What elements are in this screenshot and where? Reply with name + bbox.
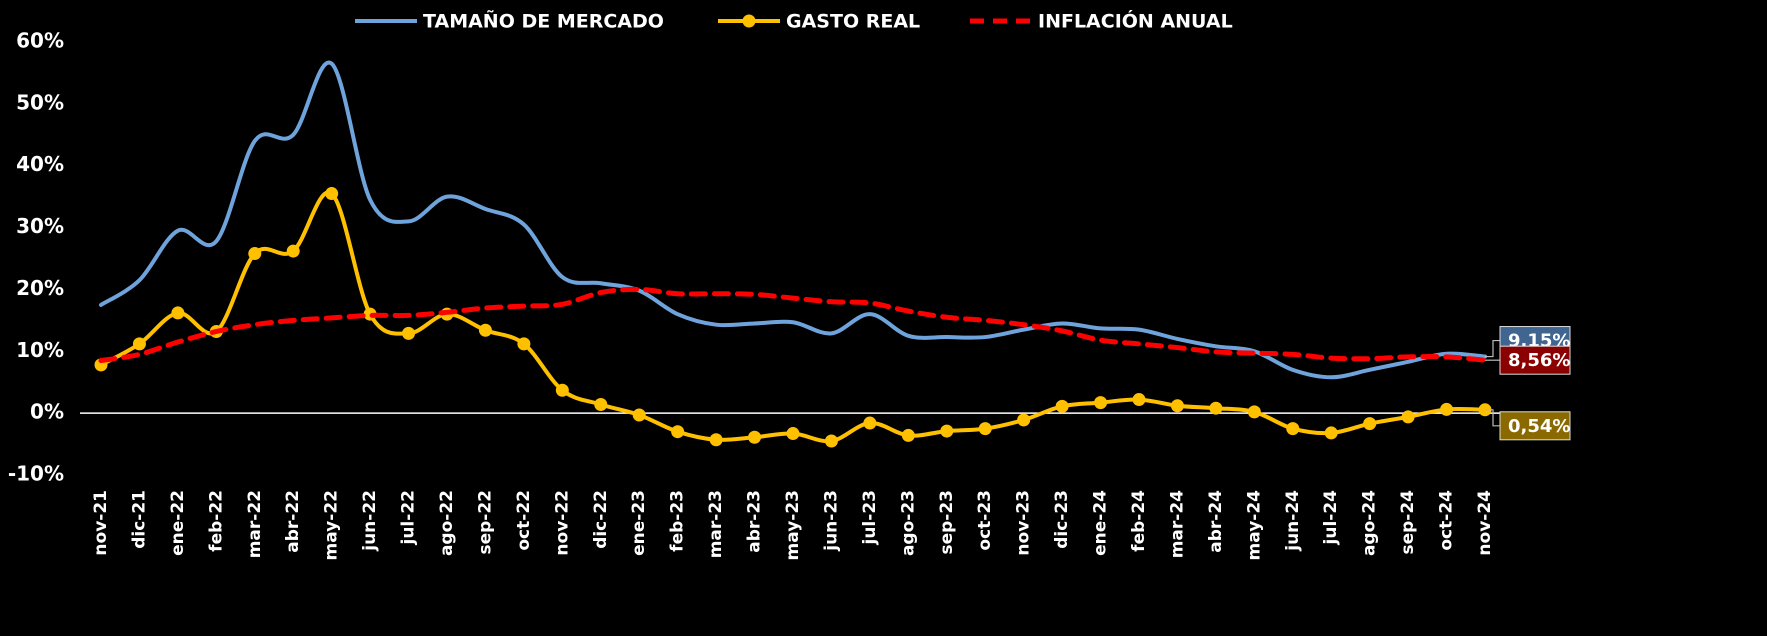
series-line <box>99 60 1487 380</box>
x-tick-label: jul-24 <box>1321 490 1341 546</box>
x-tick-label: ene-22 <box>168 490 188 556</box>
marker <box>1286 422 1300 436</box>
x-tick-label: nov-21 <box>91 490 111 556</box>
marker <box>1324 426 1338 440</box>
marker <box>517 337 531 351</box>
x-tick-label: feb-24 <box>1129 490 1149 552</box>
x-tick-label: sep-22 <box>475 490 495 555</box>
marker <box>978 422 992 436</box>
y-tick-label: 40% <box>16 152 64 176</box>
x-tick-label: ene-23 <box>629 490 649 556</box>
x-tick-label: nov-22 <box>552 490 572 556</box>
x-tick-label: may-22 <box>322 490 342 560</box>
x-tick-label: jul-23 <box>860 490 880 545</box>
marker <box>555 383 569 397</box>
marker <box>1401 410 1415 424</box>
marker <box>1017 413 1031 427</box>
marker <box>248 247 262 261</box>
x-tick-label: jul-22 <box>399 490 419 545</box>
label-connector <box>1485 339 1500 358</box>
x-tick-label: oct-22 <box>514 490 534 551</box>
x-tick-label: feb-23 <box>668 490 688 552</box>
marker <box>132 337 146 351</box>
marker <box>632 408 646 422</box>
legend-label: GASTO REAL <box>786 11 920 33</box>
x-tick-label: mar-23 <box>706 490 726 558</box>
marker <box>594 397 608 411</box>
x-tick-label: mar-22 <box>245 490 265 558</box>
x-tick-label: nov-23 <box>1014 490 1034 556</box>
marker <box>1363 417 1377 431</box>
x-tick-label: ago-22 <box>437 490 457 556</box>
y-tick-label: 50% <box>16 90 64 114</box>
y-tick-label: 30% <box>16 214 64 238</box>
x-tick-label: oct-23 <box>975 490 995 551</box>
x-tick-label: dic-21 <box>129 490 149 549</box>
x-tick-label: nov-24 <box>1475 490 1495 556</box>
x-tick-label: dic-23 <box>1052 490 1072 549</box>
x-tick-label: dic-22 <box>591 490 611 549</box>
marker <box>171 306 185 320</box>
marker <box>748 430 762 444</box>
marker <box>478 323 492 337</box>
marker <box>1132 393 1146 407</box>
marker <box>940 424 954 438</box>
marker <box>901 428 915 442</box>
legend-marker <box>742 14 756 28</box>
value-label-box <box>1499 411 1571 441</box>
y-tick-label: 20% <box>16 276 64 300</box>
x-tick-label: jun-24 <box>1283 490 1303 552</box>
marker <box>1209 401 1223 415</box>
marker <box>1094 396 1108 410</box>
x-tick-label: feb-22 <box>206 490 226 552</box>
marker <box>1440 402 1454 416</box>
x-tick-label: abr-22 <box>283 490 303 553</box>
marker <box>863 416 877 430</box>
label-connector <box>1485 409 1500 427</box>
series-line <box>98 286 1488 364</box>
marker <box>1055 399 1069 413</box>
x-tick-label: ago-23 <box>898 490 918 556</box>
legend-label: TAMAÑO DE MERCADO <box>423 9 664 33</box>
marker <box>786 427 800 441</box>
series-line <box>99 190 1487 444</box>
marker <box>671 425 685 439</box>
value-label-box <box>1499 345 1571 375</box>
marker <box>325 187 339 201</box>
y-tick-label: 0% <box>30 400 64 424</box>
y-tick-label: -10% <box>8 462 64 486</box>
x-tick-label: abr-23 <box>745 490 765 553</box>
x-tick-label: may-24 <box>1244 490 1264 561</box>
marker <box>286 244 300 258</box>
marker <box>1170 399 1184 413</box>
x-tick-label: ene-24 <box>1091 490 1111 556</box>
marker <box>402 326 416 340</box>
x-tick-label: abr-24 <box>1206 490 1226 553</box>
marker <box>709 433 723 447</box>
legend-label: INFLACIÓN ANUAL <box>1038 9 1233 33</box>
y-tick-label: 10% <box>16 338 64 362</box>
value-label: 8,56% <box>1508 350 1570 371</box>
x-tick-label: oct-24 <box>1437 490 1457 551</box>
x-tick-label: mar-24 <box>1167 490 1187 558</box>
x-tick-label: sep-24 <box>1398 490 1418 555</box>
value-label: 0,54% <box>1508 416 1570 437</box>
marker <box>824 434 838 448</box>
x-tick-label: jun-23 <box>821 490 841 552</box>
y-tick-label: 60% <box>16 29 64 53</box>
marker <box>1247 405 1261 419</box>
x-tick-label: ago-24 <box>1360 490 1380 556</box>
x-tick-label: may-23 <box>783 490 803 560</box>
x-tick-label: jun-22 <box>360 490 380 552</box>
x-tick-label: sep-23 <box>937 490 957 555</box>
